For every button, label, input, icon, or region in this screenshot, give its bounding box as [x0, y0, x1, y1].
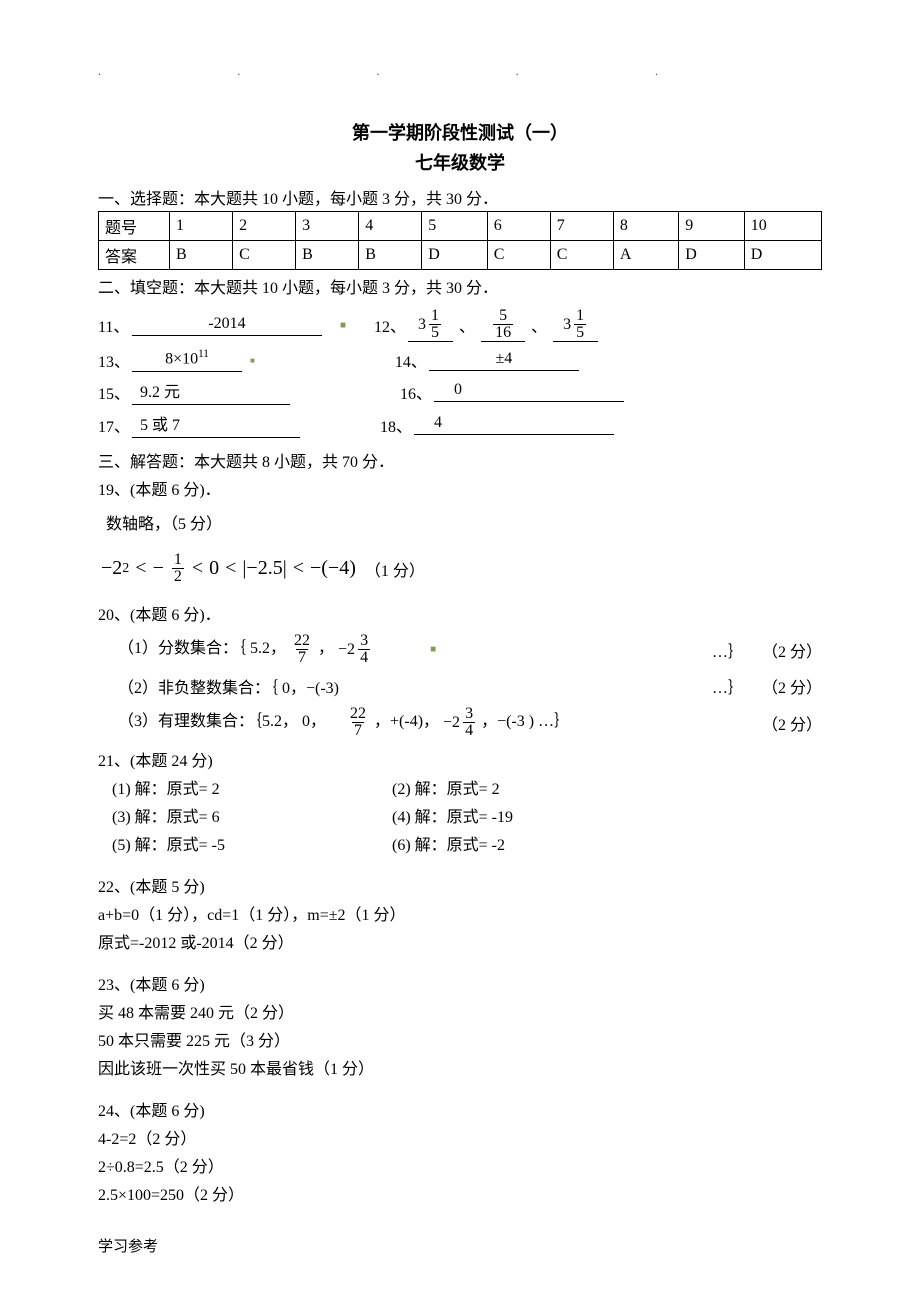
td: D — [744, 241, 821, 270]
q19-mark: （1 分） — [365, 557, 425, 581]
q19-inequality: −22 < − 12 < 0 < |−2.5| < −(−4) （1 分） — [98, 552, 822, 585]
th: 8 — [613, 212, 678, 241]
q11-num: 11、 — [98, 313, 132, 337]
th: 7 — [550, 212, 613, 241]
q21-row1: (1) 解：原式= 2 (2) 解：原式= 2 — [112, 775, 822, 799]
q18-answer: 4 — [414, 414, 614, 435]
doc-title-2: 七年级数学 — [98, 149, 822, 175]
row-label: 答案 — [99, 241, 170, 270]
row-label: 题号 — [99, 212, 170, 241]
q21-4: (4) 解：原式= -19 — [392, 803, 513, 827]
q24-l3: 2.5×100=250（2 分） — [98, 1181, 822, 1205]
q11-answer: -2014 — [132, 315, 322, 336]
marker-dot-icon: ■ — [430, 644, 436, 655]
td: C — [550, 241, 613, 270]
section-1-heading: 一、选择题：本大题共 10 小题，每小题 3 分，共 30 分． — [98, 185, 822, 209]
dot: . — [655, 64, 658, 79]
q24: 24、(本题 6 分) 4-2=2（2 分） 2÷0.8=2.5（2 分） 2.… — [98, 1097, 822, 1205]
q21-3: (3) 解：原式= 6 — [112, 803, 392, 827]
th: 6 — [487, 212, 550, 241]
th: 9 — [679, 212, 744, 241]
footer-text: 学习参考 — [98, 1235, 158, 1256]
q17-num: 17、 — [98, 413, 132, 437]
td: D — [679, 241, 744, 270]
q23-l3: 因此该班一次性买 50 本最省钱（1 分） — [98, 1055, 822, 1079]
q16-num: 16、 — [400, 380, 434, 404]
th: 3 — [296, 212, 359, 241]
q23: 23、(本题 6 分) 买 48 本需要 240 元（2 分） 50 本只需要 … — [98, 971, 822, 1079]
q22: 22、(本题 5 分) a+b=0（1 分），cd=1（1 分），m=±2（1 … — [98, 873, 822, 953]
q15-answer: 9.2 元 — [132, 378, 290, 405]
q21-row2: (3) 解：原式= 6 (4) 解：原式= -19 — [112, 803, 822, 827]
dot: . — [377, 64, 380, 79]
dot: . — [237, 64, 240, 79]
dot: . — [516, 64, 519, 79]
q22-l2: 原式=-2012 或-2014（2 分） — [98, 929, 822, 953]
q14-num: 14、 — [395, 348, 429, 372]
table-row: 题号 1 2 3 4 5 6 7 8 9 10 — [99, 212, 822, 241]
td: A — [613, 241, 678, 270]
q12b-answer: 516 — [481, 308, 525, 342]
section-3-heading: 三、解答题：本大题共 8 小题，共 70 分． — [98, 448, 822, 472]
q18-num: 18、 — [380, 413, 414, 437]
q13-answer: 8×1011 — [132, 348, 242, 371]
q21-5: (5) 解：原式= -5 — [112, 831, 392, 855]
q24-l2: 2÷0.8=2.5（2 分） — [98, 1153, 822, 1177]
q20-set1: （1）分数集合：｛ 5.2， 227 ， −2 34 ■ …｝ （2 分） — [118, 633, 822, 666]
th: 1 — [170, 212, 233, 241]
q20-title: 20、(本题 6 分)． — [98, 601, 822, 625]
q21-1: (1) 解：原式= 2 — [112, 775, 392, 799]
td: B — [359, 241, 422, 270]
th: 2 — [233, 212, 296, 241]
q21-6: (6) 解：原式= -2 — [392, 831, 505, 855]
marker-dot-icon: ■ — [340, 320, 346, 331]
q24-l1: 4-2=2（2 分） — [98, 1125, 822, 1149]
q15-num: 15、 — [98, 380, 132, 404]
td: B — [170, 241, 233, 270]
th: 4 — [359, 212, 422, 241]
sep: 、 — [459, 313, 475, 337]
q16-answer: 0 — [434, 381, 624, 402]
page: . . . . . 第一学期阶段性测试（一） 七年级数学 一、选择题：本大题共 … — [0, 0, 920, 1302]
q22-l1: a+b=0（1 分），cd=1（1 分），m=±2（1 分） — [98, 901, 822, 925]
th: 5 — [422, 212, 487, 241]
section-2-heading: 二、填空题：本大题共 10 小题，每小题 3 分，共 30 分． — [98, 274, 822, 298]
blank-row-17-18: 17、 5 或 7 18、 4 — [98, 411, 822, 438]
td: C — [233, 241, 296, 270]
dot: . — [98, 64, 101, 79]
q13-num: 13、 — [98, 348, 132, 372]
q21-title: 21、(本题 24 分) — [98, 747, 822, 771]
q23-l1: 买 48 本需要 240 元（2 分） — [98, 999, 822, 1023]
q22-title: 22、(本题 5 分) — [98, 873, 822, 897]
q21-2: (2) 解：原式= 2 — [392, 775, 500, 799]
blank-row-11-12: 11、 -2014 ■ 12、 3 15 、 516 、 3 15 — [98, 308, 822, 342]
q20-set2: （2）非负整数集合：｛ 0，−(-3) …｝ （2 分） — [118, 674, 822, 698]
marker-dot-icon: ■ — [250, 356, 255, 365]
table-row: 答案 B C B B D C C A D D — [99, 241, 822, 270]
q12-num: 12、 — [374, 313, 408, 337]
blank-row-15-16: 15、 9.2 元 16、 0 — [98, 378, 822, 405]
td: B — [296, 241, 359, 270]
q20-set3: （3）有理数集合：｛5.2， 0， 227 ，+(-4)， −2 34 ，−(-… — [118, 706, 822, 739]
q12a-answer: 3 15 — [408, 308, 453, 342]
q24-title: 24、(本题 6 分) — [98, 1097, 822, 1121]
q23-title: 23、(本题 6 分) — [98, 971, 822, 995]
th: 10 — [744, 212, 821, 241]
q19-line1: 数轴略，（5 分） — [106, 510, 822, 534]
blank-row-13-14: 13、 8×1011 ■ 14、 ±4 — [98, 348, 822, 372]
doc-title-1: 第一学期阶段性测试（一） — [98, 119, 822, 145]
q23-l2: 50 本只需要 225 元（3 分） — [98, 1027, 822, 1051]
header-dots: . . . . . — [98, 64, 658, 79]
q19-title: 19、(本题 6 分)． — [98, 476, 822, 500]
answers-table: 题号 1 2 3 4 5 6 7 8 9 10 答案 B C B B D C C… — [98, 211, 822, 270]
q14-answer: ±4 — [429, 350, 579, 371]
sep: 、 — [531, 313, 547, 337]
q12c-answer: 3 15 — [553, 308, 598, 342]
td: D — [422, 241, 487, 270]
q17-answer: 5 或 7 — [132, 411, 300, 438]
q21-row3: (5) 解：原式= -5 (6) 解：原式= -2 — [112, 831, 822, 855]
td: C — [487, 241, 550, 270]
